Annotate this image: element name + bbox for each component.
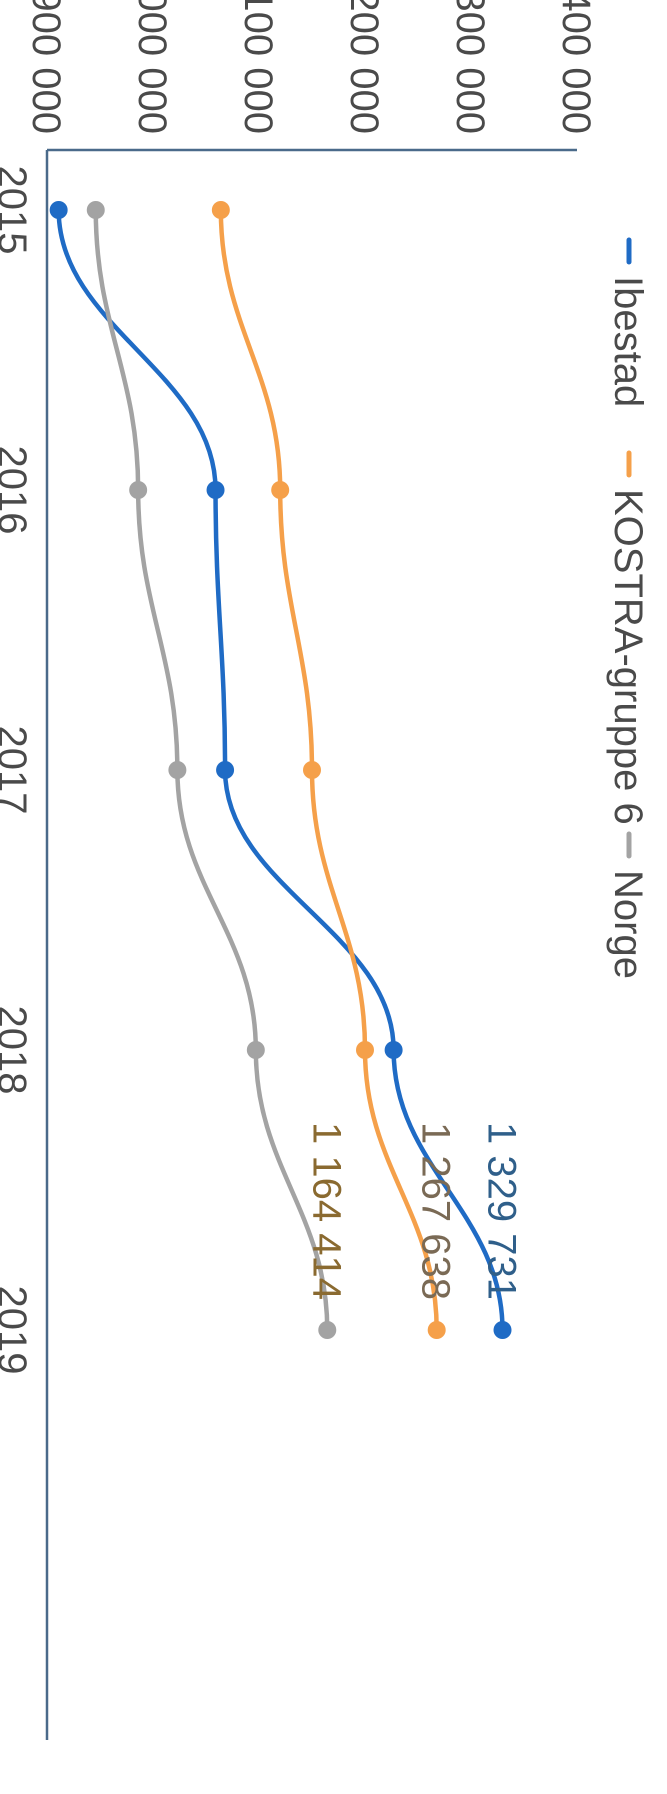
data-point (384, 1041, 403, 1059)
legend-label: Ibestad (606, 276, 650, 407)
series-line (93, 207, 330, 1333)
data-point (493, 1321, 512, 1339)
data-point (168, 761, 187, 779)
end-value-label: 1 267 638 (414, 1122, 458, 1300)
y-tick-label: 1 300 000 (448, 0, 492, 134)
x-tick-label: 2019 (0, 1286, 34, 1375)
data-point (211, 201, 230, 219)
x-tick-label: 2017 (0, 726, 34, 815)
data-point (427, 1321, 446, 1339)
data-point (86, 201, 105, 219)
data-point (271, 481, 290, 499)
data-point (246, 1041, 265, 1059)
end-value-label: 1 164 414 (304, 1122, 348, 1300)
legend-label: KOSTRA-gruppe 6 (606, 489, 650, 825)
data-point (129, 481, 148, 499)
x-tick-label: 2015 (0, 166, 34, 255)
y-tick-label: 900 000 (24, 0, 68, 134)
data-point (303, 761, 321, 779)
x-tick-label: 2016 (0, 446, 34, 535)
data-point (356, 1041, 374, 1059)
y-tick-label: 1 100 000 (236, 0, 280, 134)
y-tick-label: 1 000 000 (130, 0, 174, 134)
data-point (318, 1321, 337, 1339)
data-point (216, 761, 235, 779)
data-point (49, 201, 68, 219)
end-value-label: 1 329 731 (480, 1122, 524, 1300)
y-tick-label: 1 400 000 (554, 0, 598, 134)
y-tick-label: 1 200 000 (342, 0, 386, 134)
data-point (206, 481, 225, 499)
legend-label: Norge (606, 870, 650, 979)
x-tick-label: 2018 (0, 1006, 34, 1095)
